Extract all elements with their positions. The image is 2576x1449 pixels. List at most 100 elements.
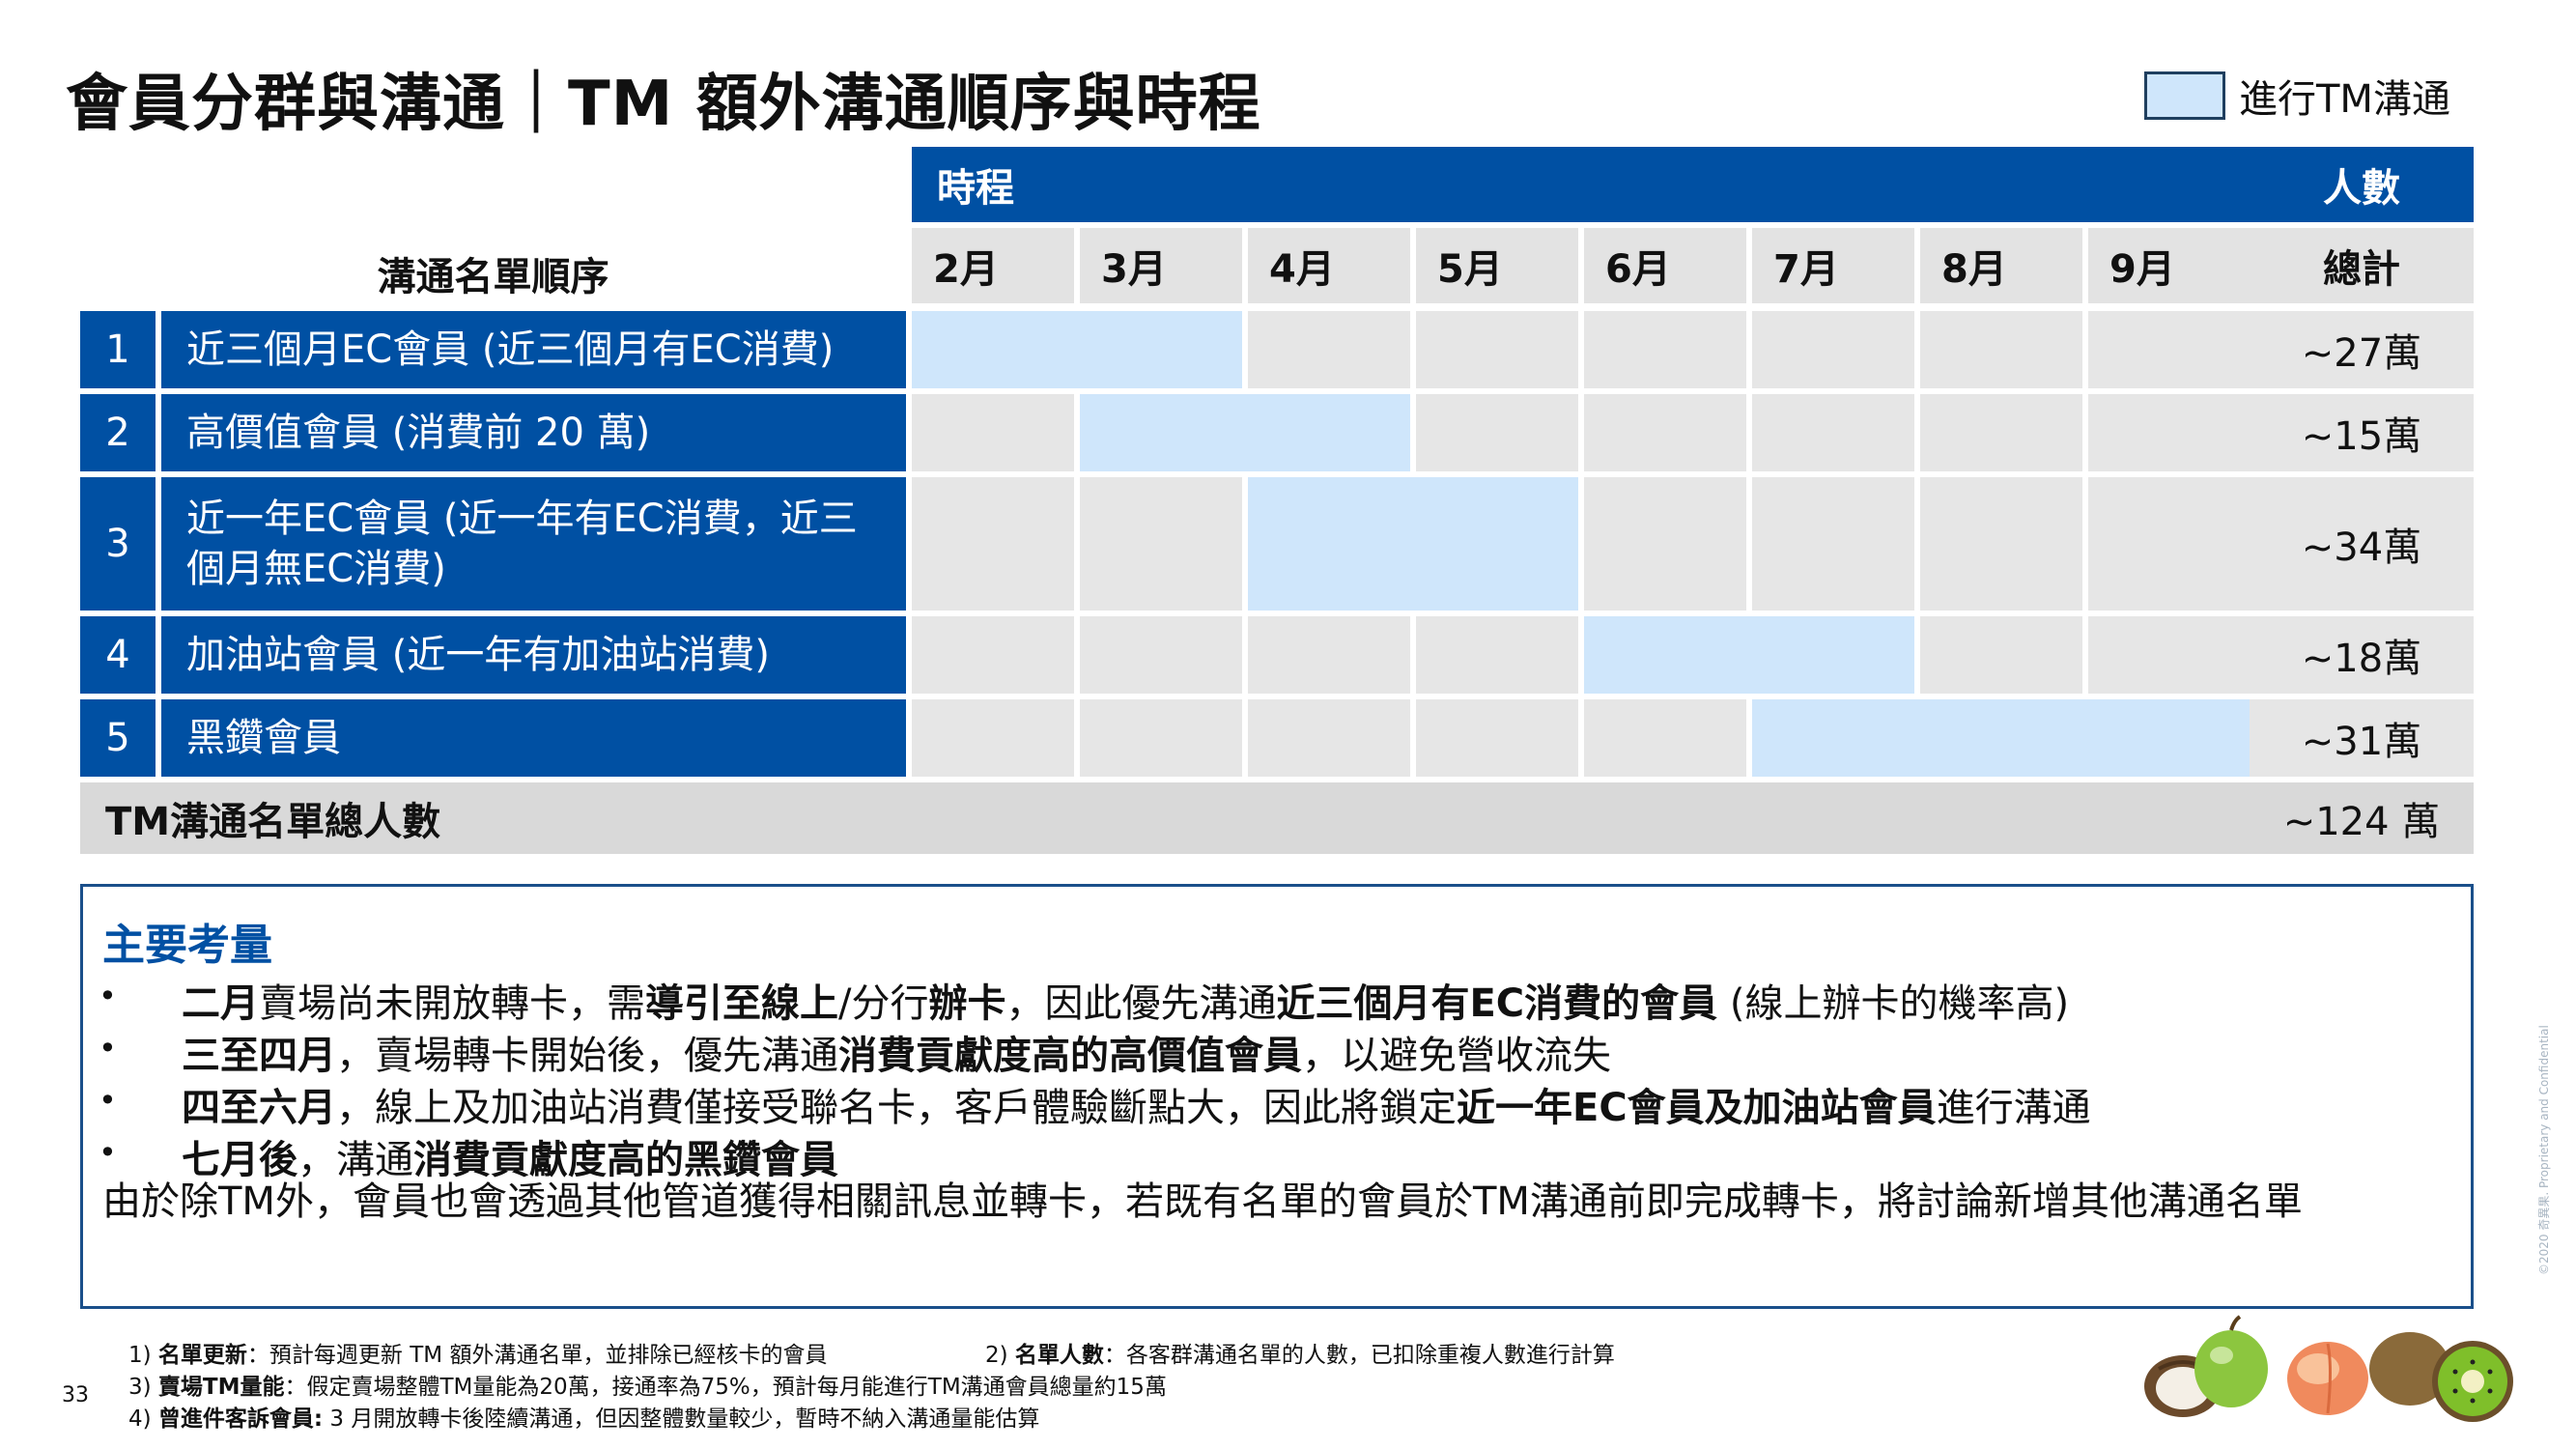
schedule-cell xyxy=(2088,311,2250,388)
bullet-segment: 近一年EC會員及加油站會員 xyxy=(1457,1086,1937,1130)
bullet-segment: 三至四月 xyxy=(182,1034,336,1078)
footnote-prefix: 2) xyxy=(985,1343,1015,1368)
schedule-cell xyxy=(1920,616,2082,694)
schedule-cell xyxy=(1248,311,1410,388)
footnote-term: 賣場TM量能 xyxy=(157,1375,285,1400)
month-header: 8月 xyxy=(1920,228,2082,303)
people-header: 人數 xyxy=(2250,147,2474,222)
month-header: 9月 xyxy=(2088,228,2250,303)
footnote-term: 名單更新 xyxy=(157,1343,247,1368)
schedule-cell xyxy=(1752,311,1914,388)
footnote-prefix: 3) xyxy=(128,1375,158,1400)
bullet-marker: • xyxy=(99,1082,117,1119)
tm-active-cell xyxy=(912,311,1242,388)
row-total: ~34萬 xyxy=(2250,477,2474,611)
bullet-segment: /分行 xyxy=(838,981,929,1026)
row-name: 高價值會員 (消費前 20 萬) xyxy=(161,394,906,471)
row-name: 近三個月EC會員 (近三個月有EC消費) xyxy=(161,311,906,388)
month-header: 5月 xyxy=(1416,228,1578,303)
footnote: 2) 名單人數：各客群溝通名單的人數，已扣除重複人數進行計算 xyxy=(985,1336,1615,1369)
bullet-segment: 賣場尚未開放轉卡，需 xyxy=(259,981,645,1026)
legend-swatch xyxy=(2144,71,2225,120)
row-name: 近一年EC會員 (近一年有EC消費，近三個月無EC消費) xyxy=(161,477,906,611)
row-number: 3 xyxy=(80,477,156,611)
confidential-notice: ©2020 奇異果. Proprietary and Confidential xyxy=(2537,1025,2551,1275)
schedule-cell xyxy=(1752,394,1914,471)
bullet-segment: 消費貢獻度高的黑鑽會員 xyxy=(413,1138,838,1182)
bullet-line: 二月賣場尚未開放轉卡，需導引至線上/分行辦卡，因此優先溝通近三個月有EC消費的會… xyxy=(182,972,2069,1028)
footnote-prefix: 1) xyxy=(128,1343,158,1368)
schedule-header: 時程 xyxy=(912,147,2250,222)
schedule-cell xyxy=(1920,477,2082,611)
footnote-prefix: 4) xyxy=(128,1406,158,1432)
page-number: 33 xyxy=(62,1383,89,1407)
month-header: 3月 xyxy=(1080,228,1242,303)
schedule-cell xyxy=(1080,616,1242,694)
schedule-cell xyxy=(1584,699,1746,777)
bullet-segment: 二月 xyxy=(182,981,259,1026)
schedule-cell xyxy=(1752,477,1914,611)
schedule-cell xyxy=(2088,616,2250,694)
schedule-cell xyxy=(1416,616,1578,694)
footnote: 3) 賣場TM量能：假定賣場整體TM量能為20萬，接通率為75%，預計每月能進行… xyxy=(128,1368,1167,1401)
row-total: ~31萬 xyxy=(2250,699,2474,777)
schedule-cell xyxy=(1416,699,1578,777)
bullet-segment: 近三個月有EC消費的會員 xyxy=(1276,981,1718,1026)
row-number: 5 xyxy=(80,699,156,777)
schedule-cell xyxy=(2088,477,2250,611)
bullet-marker: • xyxy=(99,1030,117,1066)
tm-active-cell xyxy=(1752,699,2250,777)
bullet-segment: 七月後 xyxy=(182,1138,297,1182)
bullet-segment: ，因此優先溝通 xyxy=(1005,981,1277,1026)
month-header: 7月 xyxy=(1752,228,1914,303)
schedule-cell xyxy=(1920,394,2082,471)
row-total: ~15萬 xyxy=(2250,394,2474,471)
bullet-segment: 消費貢獻度高的高價值會員 xyxy=(838,1034,1302,1078)
bullet-segment: 進行溝通 xyxy=(1936,1086,2091,1130)
row-name: 黑鑽會員 xyxy=(161,699,906,777)
bullet-segment: 四至六月 xyxy=(182,1086,336,1130)
schedule-cell xyxy=(1920,311,2082,388)
footnote-term: 曾進件客訴會員: xyxy=(157,1406,324,1432)
schedule-cell xyxy=(1080,699,1242,777)
schedule-cell xyxy=(2088,394,2250,471)
schedule-cell xyxy=(1416,311,1578,388)
schedule-cell xyxy=(1080,477,1242,611)
month-header: 4月 xyxy=(1248,228,1410,303)
considerations-box xyxy=(80,884,2474,1309)
considerations-paragraph: 由於除TM外，會員也會透過其他管道獲得相關訊息並轉卡，若既有名單的會員於TM溝通… xyxy=(102,1179,2303,1224)
footnote-text: 3 月開放轉卡後陸續溝通，但因整體數量較少，暫時不納入溝通量能估算 xyxy=(323,1406,1040,1432)
considerations-title: 主要考量 xyxy=(102,921,272,970)
row-name: 加油站會員 (近一年有加油站消費) xyxy=(161,616,906,694)
row-total: ~18萬 xyxy=(2250,616,2474,694)
bullet-line: 七月後，溝通消費貢獻度高的黑鑽會員 xyxy=(182,1128,838,1184)
schedule-cell xyxy=(912,477,1074,611)
row-number: 1 xyxy=(80,311,156,388)
bullet-segment: ，線上及加油站消費僅接受聯名卡，客戶體驗斷點大，因此將鎖定 xyxy=(336,1086,1457,1130)
page-title: 會員分群與溝通｜TM 額外溝通順序與時程 xyxy=(66,69,1261,140)
row-number: 2 xyxy=(80,394,156,471)
schedule-cell xyxy=(1584,394,1746,471)
bullet-line: 四至六月，線上及加油站消費僅接受聯名卡，客戶體驗斷點大，因此將鎖定近一年EC會員… xyxy=(182,1076,2091,1132)
schedule-cell xyxy=(912,394,1074,471)
summary-row: TM溝通名單總人數 xyxy=(80,782,2474,854)
fruit-decoration xyxy=(2144,1315,2513,1422)
kiwi-icon xyxy=(2369,1332,2513,1422)
footnote-term: 名單人數 xyxy=(1014,1343,1104,1368)
bullet-segment: ，以避免營收流失 xyxy=(1302,1034,1611,1078)
footnote: 4) 曾進件客訴會員: 3 月開放轉卡後陸續溝通，但因整體數量較少，暫時不納入溝… xyxy=(128,1400,1039,1433)
bullet-segment: ，賣場轉卡開始後，優先溝通 xyxy=(336,1034,838,1078)
bullet-segment: 辦卡 xyxy=(928,981,1006,1026)
tm-active-cell xyxy=(1080,394,1410,471)
month-header: 2月 xyxy=(912,228,1074,303)
tm-active-cell xyxy=(1584,616,1914,694)
schedule-cell xyxy=(1416,394,1578,471)
row-total: ~27萬 xyxy=(2250,311,2474,388)
schedule-cell xyxy=(1584,311,1746,388)
order-header: 溝通名單順序 xyxy=(377,255,609,299)
schedule-cell xyxy=(912,616,1074,694)
footnote-text: ：預計每週更新 TM 額外溝通名單，並排除已經核卡的會員 xyxy=(246,1343,828,1368)
bullet-segment: ，溝通 xyxy=(297,1138,413,1182)
schedule-cell xyxy=(1248,616,1410,694)
peach-icon xyxy=(2287,1342,2368,1415)
